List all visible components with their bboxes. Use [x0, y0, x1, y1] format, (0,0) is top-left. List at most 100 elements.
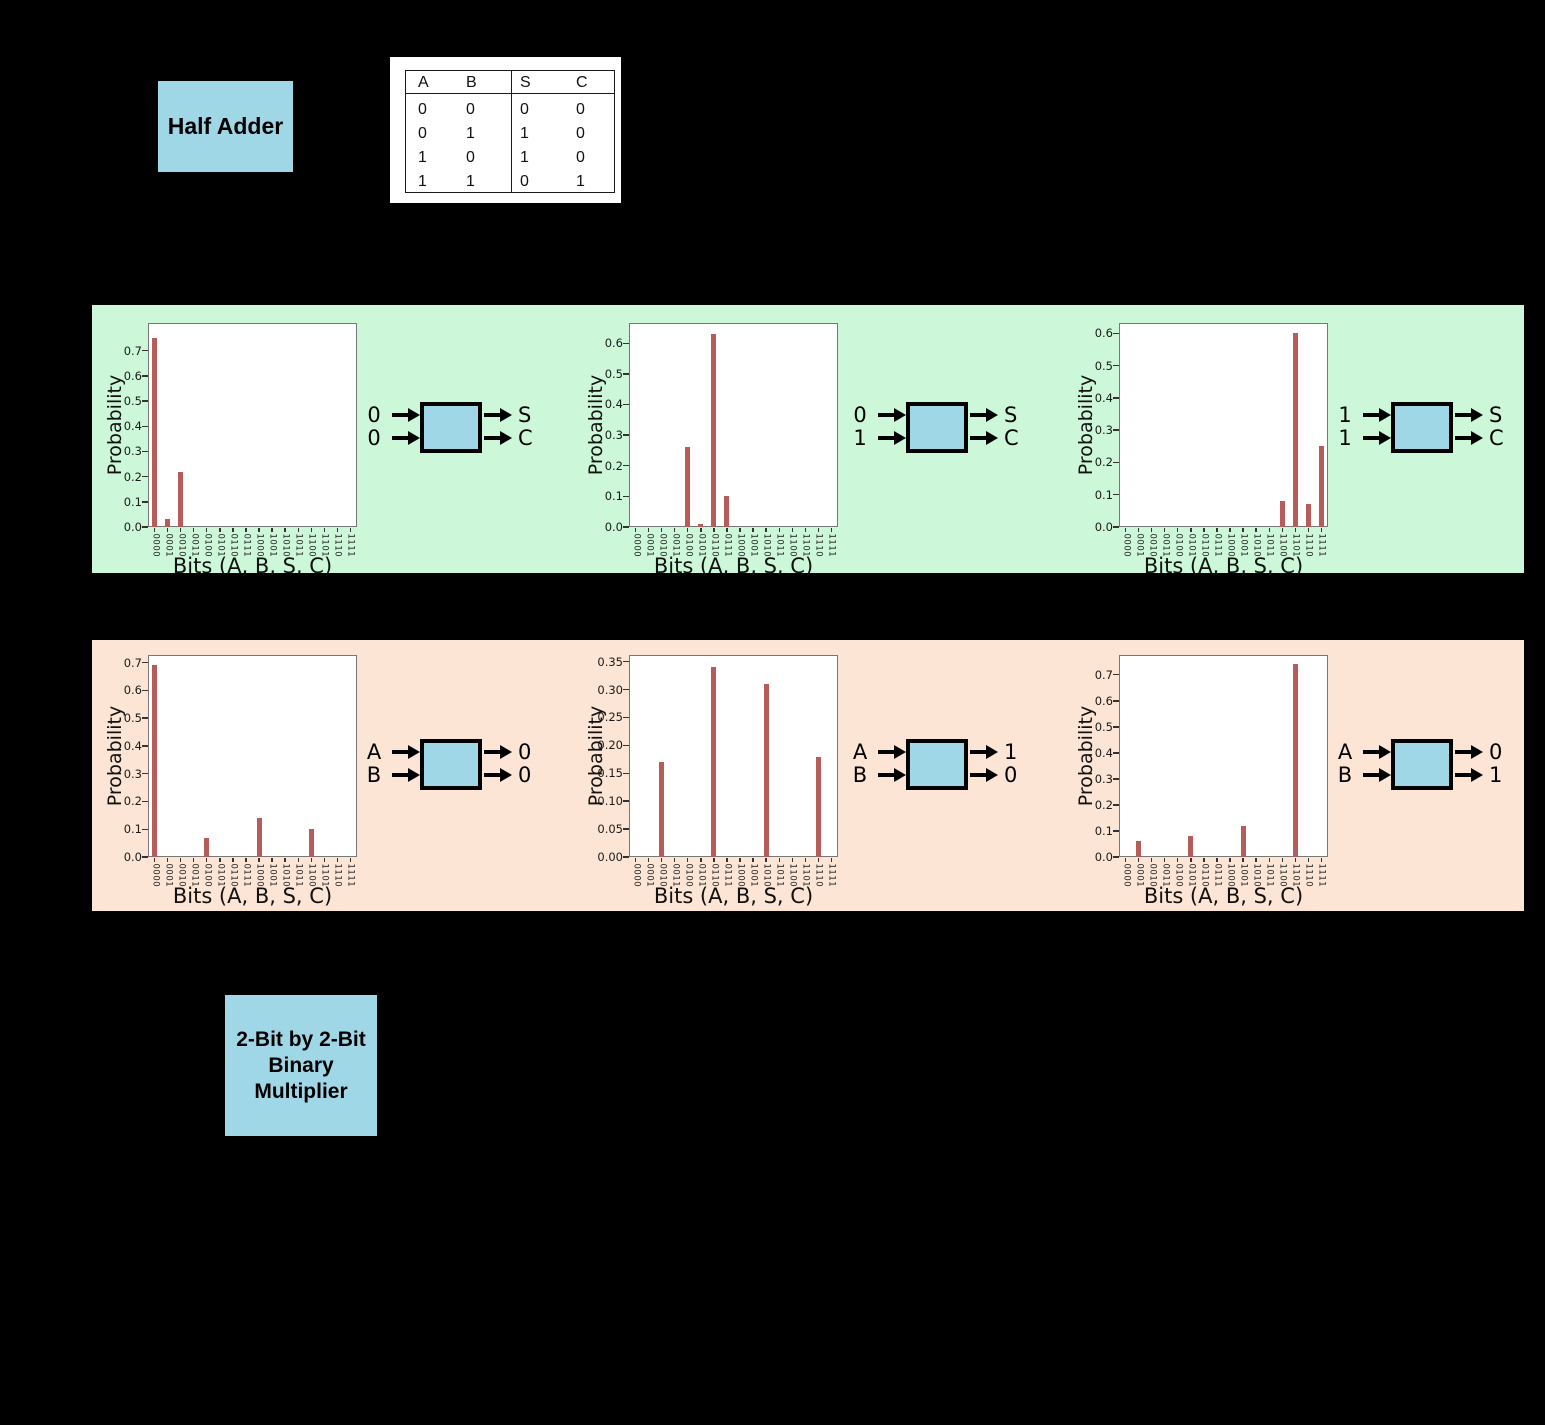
x-tick-mark	[804, 858, 807, 862]
x-tick-mark	[817, 528, 820, 532]
arrowhead-icon	[1379, 408, 1391, 422]
y-tick-mark	[623, 495, 629, 498]
diagram-output-label: 0	[1004, 763, 1018, 787]
arrow-line	[970, 436, 988, 440]
x-tick-mark	[271, 858, 273, 862]
arrow-line	[392, 413, 410, 417]
diagram-box	[906, 402, 968, 453]
y-tick-mark	[142, 501, 148, 503]
y-tick-mark	[142, 717, 148, 719]
truth-table-background: A B S C 0 0 0 0 0 1 1 0 1 0 1 0 1 1 0 1	[390, 57, 621, 203]
y-tick-mark	[1113, 494, 1119, 496]
y-tick-mark	[1113, 856, 1119, 858]
y-tick-mark	[1113, 830, 1119, 832]
y-tick-label: 0.2	[1094, 455, 1113, 470]
x-tick-mark	[726, 528, 728, 532]
y-tick-mark	[623, 744, 629, 747]
y-tick-mark	[1113, 778, 1119, 780]
arrowhead-icon	[986, 431, 998, 445]
x-tick-mark	[778, 858, 780, 862]
y-tick-label: 0.20	[597, 738, 623, 753]
y-axis-label: Probability	[1075, 705, 1097, 807]
diagram-input-label: B	[852, 763, 868, 787]
table-cell: 0	[576, 125, 585, 142]
x-tick-mark	[179, 858, 182, 862]
x-tick-mark	[660, 528, 663, 532]
y-tick-mark	[142, 689, 148, 691]
table-header-cell: C	[576, 74, 588, 91]
x-tick-mark	[297, 528, 299, 532]
x-tick-mark	[647, 858, 650, 862]
y-axis-label: Probability	[585, 705, 607, 807]
y-tick-mark	[1113, 752, 1119, 754]
arrowhead-icon	[986, 768, 998, 782]
x-tick-mark	[1307, 858, 1310, 862]
x-tick-mark	[1242, 858, 1244, 862]
arrow-line	[970, 750, 988, 754]
arrow-line	[878, 773, 896, 777]
x-tick-mark	[166, 858, 169, 862]
x-tick-mark	[1177, 858, 1179, 862]
table-header-cell: A	[418, 74, 429, 91]
diagram-input-label: 0	[367, 426, 381, 450]
arrowhead-icon	[1379, 745, 1391, 759]
y-tick-mark	[142, 375, 148, 377]
y-tick-label: 0.6	[123, 368, 142, 383]
x-axis-label: Bits (A, B, S, C)	[172, 554, 333, 578]
x-tick-mark	[647, 528, 650, 532]
x-tick-mark	[1294, 858, 1297, 862]
chart-bar	[698, 523, 704, 527]
y-tick-mark	[623, 800, 629, 802]
x-tick-mark	[830, 528, 833, 532]
x-tick-mark	[245, 858, 247, 862]
x-tick-mark	[700, 858, 702, 862]
y-tick-label: 0.6	[604, 336, 623, 351]
y-tick-label: 0.6	[1094, 326, 1113, 341]
arrow-line	[392, 773, 410, 777]
x-tick-mark	[739, 528, 741, 532]
arrow-line	[878, 413, 896, 417]
arrow-line	[484, 750, 502, 754]
x-tick-mark	[1137, 528, 1140, 532]
y-tick-mark	[623, 434, 629, 436]
x-tick-mark	[804, 528, 807, 532]
table-cell: 0	[576, 149, 585, 166]
x-tick-mark	[1255, 528, 1257, 532]
arrowhead-icon	[408, 408, 420, 422]
arrowhead-icon	[408, 431, 420, 445]
diagram-output-label: S	[1489, 403, 1503, 427]
chart-bar	[178, 471, 184, 527]
arrowhead-icon	[894, 431, 906, 445]
table-cell: 0	[520, 101, 529, 118]
x-tick-mark	[713, 528, 715, 532]
arrow-line	[1363, 773, 1381, 777]
arrow-line	[392, 436, 410, 440]
chart-bar	[1240, 825, 1246, 857]
x-tick-mark	[765, 858, 767, 862]
chart-bar	[1305, 504, 1311, 527]
y-tick-mark	[623, 688, 629, 691]
x-tick-mark	[1216, 528, 1218, 532]
arrow-line	[484, 436, 502, 440]
arrowhead-icon	[1471, 768, 1483, 782]
y-tick-label: 0.3	[123, 766, 142, 781]
diagram-input-label: 1	[1338, 426, 1352, 450]
y-tick-mark	[1113, 461, 1119, 464]
y-tick-label: 0.0	[123, 850, 142, 864]
y-tick-mark	[1113, 397, 1119, 399]
x-tick-mark	[765, 528, 767, 532]
y-tick-label: 0.5	[123, 394, 142, 409]
arrow-line	[1455, 773, 1473, 777]
table-cell: 0	[466, 149, 475, 166]
chart-bar	[308, 829, 314, 857]
x-tick-mark	[1294, 528, 1297, 532]
table-cell: 1	[466, 125, 475, 142]
y-tick-label: 0.2	[604, 458, 623, 473]
y-tick-label: 0.1	[1094, 823, 1113, 838]
y-tick-label: 0.7	[1094, 667, 1113, 682]
arrow-line	[1455, 436, 1473, 440]
chart-bar	[256, 818, 262, 857]
y-tick-mark	[142, 400, 148, 402]
chart-bar	[685, 447, 691, 527]
